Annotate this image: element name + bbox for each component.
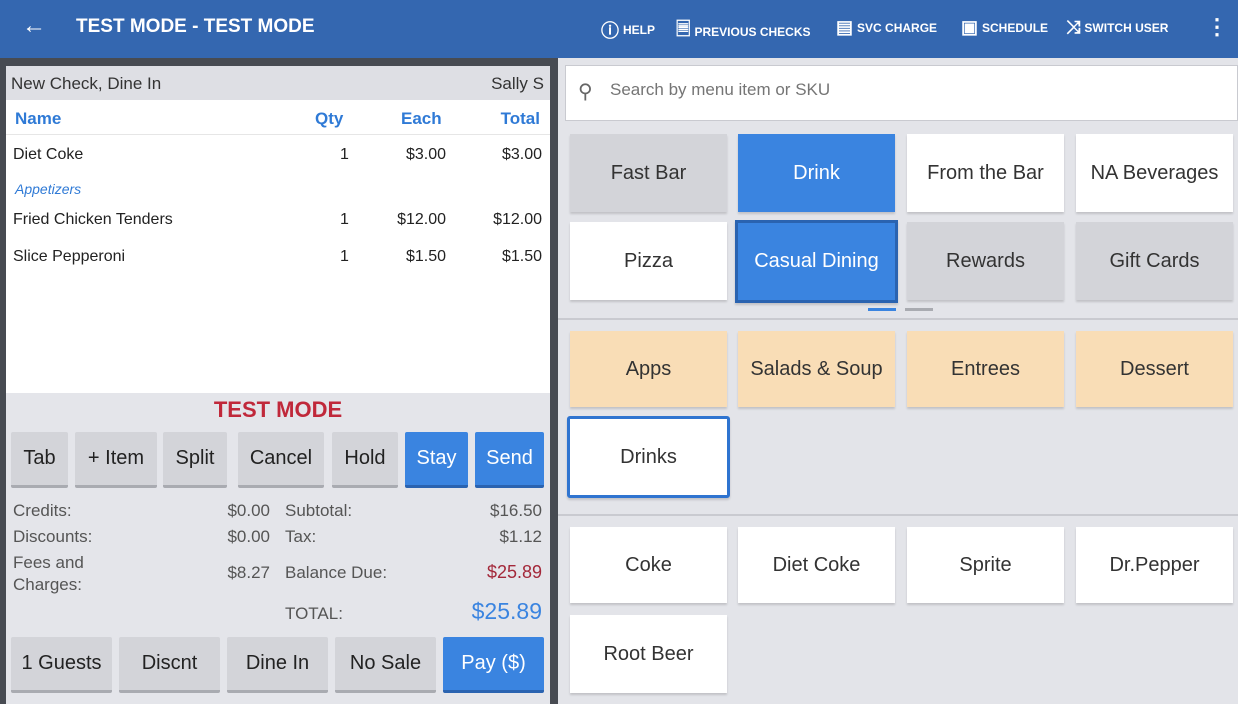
category-apps[interactable]: Apps (570, 331, 727, 407)
item-root-beer[interactable]: Root Beer (570, 615, 727, 693)
schedule-button[interactable]: ▣ SCHEDULE (961, 17, 1049, 37)
discount-button[interactable]: Discnt (119, 637, 220, 693)
svc-charge-button[interactable]: ▤ SVC CHARGE (836, 17, 938, 37)
tax-label: Tax: (285, 527, 317, 546)
fees-label: Fees and Charges: (13, 553, 84, 594)
tab-button[interactable]: Tab (11, 432, 68, 488)
item-each: $1.50 (405, 248, 446, 265)
item-qty: 1 (340, 211, 349, 228)
category-dessert[interactable]: Dessert (1076, 331, 1233, 407)
item-dr-pepper[interactable]: Dr.Pepper (1076, 527, 1233, 603)
test-mode-banner: TEST MODE (213, 397, 343, 422)
subtotal-label: Subtotal: (285, 501, 353, 520)
card-icon: ▤ (836, 17, 854, 37)
menu-rewards[interactable]: Rewards (907, 222, 1064, 300)
divider (558, 318, 1238, 320)
item-name: Fried Chicken Tenders (13, 211, 173, 228)
discounts-value: $0.00 (227, 527, 270, 546)
table-row[interactable]: Fried Chicken Tenders 1 $12.00 $12.00 (6, 205, 550, 235)
item-total: $3.00 (501, 146, 542, 163)
more-vert-icon[interactable]: ⋮ (1206, 14, 1228, 39)
search-input[interactable] (610, 80, 1210, 100)
guests-button[interactable]: 1 Guests (11, 637, 112, 693)
check-header: New Check, Dine In Sally S (6, 66, 550, 100)
search-box[interactable]: ⚲ (565, 65, 1238, 121)
credits-label: Credits: (13, 501, 72, 520)
item-sprite[interactable]: Sprite (907, 527, 1064, 603)
col-total: Total (500, 109, 540, 128)
menu-na-beverages[interactable]: NA Beverages (1076, 134, 1233, 212)
hold-button[interactable]: Hold (332, 432, 398, 488)
discounts-label: Discounts: (13, 527, 93, 546)
table-row[interactable]: Diet Coke 1 $3.00 $3.00 (6, 140, 550, 170)
help-button[interactable]: ⓘ HELP (601, 17, 655, 43)
split-button[interactable]: Split (163, 432, 227, 488)
search-icon: ⚲ (578, 81, 593, 103)
item-total: $1.50 (501, 248, 542, 265)
previous-checks-button[interactable]: 🗏 PREVIOUS CHECKS (676, 17, 811, 47)
table-row[interactable]: Slice Pepperoni 1 $1.50 $1.50 (6, 242, 550, 272)
menu-fast-bar[interactable]: Fast Bar (570, 134, 727, 212)
menu-drink[interactable]: Drink (738, 134, 895, 212)
pay-button[interactable]: Pay ($) (443, 637, 544, 693)
no-sale-button[interactable]: No Sale (335, 637, 436, 693)
item-each: $3.00 (405, 146, 446, 163)
page-title: TEST MODE - TEST MODE (76, 16, 315, 37)
stay-button[interactable]: Stay (405, 432, 468, 488)
back-arrow-icon[interactable]: ← (22, 12, 46, 39)
tax-value: $1.12 (499, 527, 542, 546)
menu-pizza[interactable]: Pizza (570, 222, 727, 300)
total-label: TOTAL: (285, 604, 343, 623)
category-label: Appetizers (15, 181, 82, 197)
col-qty: Qty (315, 109, 344, 128)
total-value: $25.89 (471, 598, 542, 624)
balance-due-value: $25.89 (486, 562, 542, 582)
calendar-icon: ▣ (961, 17, 979, 37)
item-name: Diet Coke (13, 146, 84, 163)
divider (558, 514, 1238, 516)
menu-casual-dining[interactable]: Casual Dining (735, 220, 898, 303)
item-coke[interactable]: Coke (570, 527, 727, 603)
col-name: Name (15, 109, 62, 128)
balance-label: Balance Due: (285, 563, 388, 582)
item-name: Slice Pepperoni (13, 248, 126, 265)
menu-from-the-bar[interactable]: From the Bar (907, 134, 1064, 212)
add-item-button[interactable]: + Item (75, 432, 157, 488)
check-items-table (6, 100, 550, 393)
category-entrees[interactable]: Entrees (907, 331, 1064, 407)
dine-in-button[interactable]: Dine In (227, 637, 328, 693)
col-each: Each (401, 109, 442, 128)
shuffle-icon: ⤨ (1066, 17, 1081, 37)
item-qty: 1 (340, 248, 349, 265)
category-salads-soup[interactable]: Salads & Soup (738, 331, 895, 407)
item-diet-coke[interactable]: Diet Coke (738, 527, 895, 603)
item-total: $12.00 (493, 211, 542, 228)
subtotal-value: $16.50 (490, 501, 542, 520)
cancel-button[interactable]: Cancel (238, 432, 324, 488)
help-circle-icon: ⓘ (601, 21, 619, 41)
receipt-back-icon: 🗏 (676, 19, 691, 39)
app-header: ← TEST MODE - TEST MODE ⓘ HELP 🗏 PREVIOUS … (0, 0, 1238, 58)
send-button[interactable]: Send (475, 432, 544, 488)
switch-user-button[interactable]: ⤨ SWITCH USER (1066, 17, 1169, 37)
check-title: New Check, Dine In (11, 74, 162, 93)
category-drinks[interactable]: Drinks (567, 416, 730, 498)
page-indicator-active[interactable] (868, 308, 896, 311)
credits-value: $0.00 (227, 501, 270, 520)
fees-value: $8.27 (227, 563, 270, 582)
menu-gift-cards[interactable]: Gift Cards (1076, 222, 1233, 300)
item-qty: 1 (340, 146, 349, 163)
page-indicator[interactable] (905, 308, 933, 311)
server-name: Sally S (491, 74, 544, 93)
item-each: $12.00 (397, 211, 446, 228)
